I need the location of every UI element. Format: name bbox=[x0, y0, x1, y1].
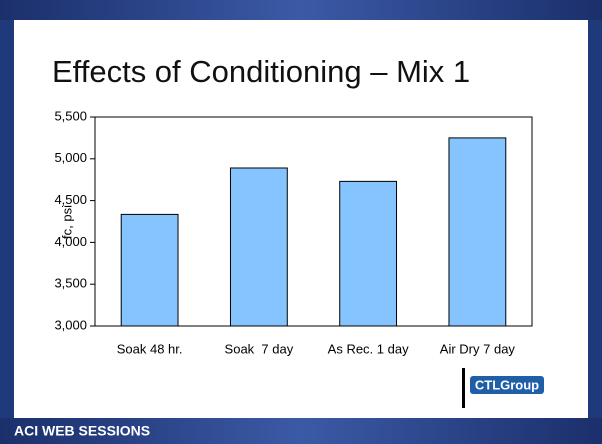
x-tick-label: Air Dry 7 day bbox=[440, 341, 516, 356]
y-tick-label: 4,000 bbox=[54, 234, 87, 249]
bar bbox=[339, 180, 398, 327]
bottom-bar bbox=[0, 418, 602, 444]
top-bar bbox=[0, 0, 602, 20]
plot-area bbox=[94, 116, 533, 327]
y-tick-label: 5,000 bbox=[54, 150, 87, 165]
logo: CTLGroup bbox=[462, 368, 544, 408]
logo-text: CTLGroup bbox=[475, 377, 539, 392]
plot: 3,000 3,500 4,000 4,500 5,000 5,500 Soak 48 hr… bbox=[54, 108, 533, 356]
slide-title: Effects of Conditioning – Mix 1 bbox=[52, 54, 470, 89]
logo-rule bbox=[462, 368, 465, 408]
y-tick-label: 4,500 bbox=[54, 192, 87, 207]
y-tick-label: 5,500 bbox=[54, 108, 87, 123]
y-tick-label: 3,000 bbox=[54, 317, 87, 332]
x-tick-label: Soak 7 day bbox=[225, 341, 294, 356]
logo-badge bbox=[470, 376, 544, 394]
x-tick-label: As Rec. 1 day bbox=[328, 341, 409, 356]
x-tick-label: Soak 48 hr. bbox=[117, 341, 183, 356]
bar bbox=[448, 137, 507, 327]
y-tick-label: 3,500 bbox=[54, 276, 87, 291]
bar bbox=[120, 213, 179, 327]
bar bbox=[229, 167, 288, 327]
footer: ACI WEB SESSIONS bbox=[14, 423, 150, 439]
y-axis-label: fc, psi bbox=[59, 205, 74, 239]
